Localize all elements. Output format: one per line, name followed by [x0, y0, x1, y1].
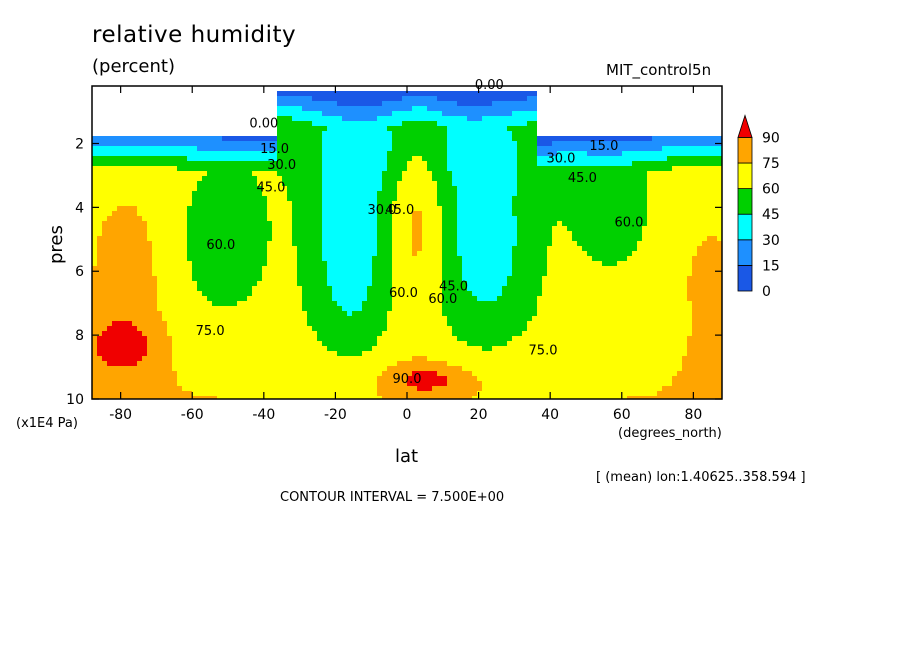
chart-title: relative humidity	[92, 22, 297, 48]
averaging-note: [ (mean) lon:1.40625..358.594 ]	[596, 470, 806, 485]
contour-interval: CONTOUR INTERVAL = 7.500E+00	[280, 490, 505, 505]
dataset-label: MIT_control5n	[606, 61, 712, 79]
colorbar-swatch	[737, 136, 753, 164]
colorbar: 0 15 30 45 60 75 90	[737, 114, 780, 300]
colorbar-arrow	[737, 114, 753, 138]
x-tick-label: 60	[613, 407, 631, 423]
contour-label: 30.0	[546, 152, 575, 167]
contour-label: 60.0	[428, 292, 457, 307]
x-tick-label: 20	[470, 407, 488, 423]
y-tick-label: 10	[66, 392, 84, 408]
y-axis-label: pres	[46, 225, 67, 264]
x-tick-label: -20	[324, 407, 347, 423]
colorbar-swatch	[737, 188, 753, 215]
contour-label: 60.0	[389, 286, 418, 301]
x-tick-label: 0	[403, 407, 412, 423]
colorbar-swatch	[737, 239, 753, 266]
contour-label: 45.0	[385, 203, 414, 218]
x-axis: -80 -60 -40 -20 0 20 40 60 80	[109, 86, 702, 423]
contour-label: 75.0	[196, 324, 225, 339]
contour-label: 15.0	[260, 142, 289, 157]
colorbar-label: 45	[762, 207, 780, 223]
x-tick-label: 40	[541, 407, 559, 423]
contour-label: 0.00	[249, 117, 278, 132]
contour-label: 60.0	[206, 238, 235, 253]
x-tick-label: -60	[181, 407, 204, 423]
colorbar-label: 60	[762, 182, 780, 198]
colorbar-swatch	[737, 162, 753, 190]
contour-label: 60.0	[614, 216, 643, 231]
y-axis: 2 4 6 8 10	[66, 136, 722, 408]
x-tick-label: -80	[109, 407, 132, 423]
chart-subtitle: (percent)	[92, 56, 175, 77]
contour-label: 30.0	[367, 203, 396, 218]
contour-label: 75.0	[529, 343, 558, 358]
contour-label: 15.0	[589, 139, 618, 154]
contour-label: 45.0	[439, 279, 468, 294]
colorbar-label: 15	[762, 258, 780, 274]
y-tick-label: 2	[75, 136, 84, 152]
colorbar-swatch	[737, 264, 753, 292]
colorbar-label: 75	[762, 156, 780, 172]
contour-label: 30.0	[267, 158, 296, 173]
x-tick-label: -40	[252, 407, 275, 423]
contour-label: 45.0	[257, 180, 286, 195]
x-axis-units: (degrees_north)	[618, 426, 722, 441]
x-tick-label: 80	[684, 407, 702, 423]
y-axis-units: (x1E4 Pa)	[16, 416, 78, 431]
colorbar-swatch	[737, 213, 753, 241]
colorbar-label: 30	[762, 233, 780, 249]
colorbar-label: 0	[762, 284, 771, 300]
y-tick-label: 6	[75, 264, 84, 280]
contour-label: 45.0	[568, 171, 597, 186]
contour-label: 90.0	[393, 372, 422, 387]
contour-fills	[92, 86, 722, 399]
x-axis-label: lat	[395, 446, 419, 467]
y-tick-label: 8	[75, 328, 84, 344]
y-tick-label: 4	[75, 200, 84, 216]
colorbar-label: 90	[762, 130, 780, 146]
